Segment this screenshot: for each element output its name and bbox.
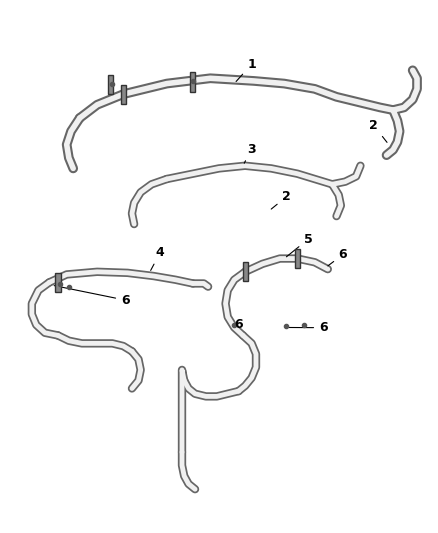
Text: 2: 2 <box>369 119 387 142</box>
Text: 6: 6 <box>289 321 328 334</box>
Text: 4: 4 <box>151 246 165 270</box>
Text: 6: 6 <box>54 286 130 306</box>
Text: 6: 6 <box>328 248 347 266</box>
Text: 2: 2 <box>271 190 291 209</box>
Text: 6: 6 <box>234 318 243 332</box>
Text: 3: 3 <box>244 142 256 163</box>
Bar <box>55 273 60 292</box>
Bar <box>108 75 113 94</box>
Bar <box>295 249 300 268</box>
Bar <box>190 72 195 92</box>
Bar <box>120 85 126 104</box>
Bar <box>243 262 248 281</box>
Text: 5: 5 <box>286 232 313 257</box>
Text: 1: 1 <box>236 58 256 82</box>
